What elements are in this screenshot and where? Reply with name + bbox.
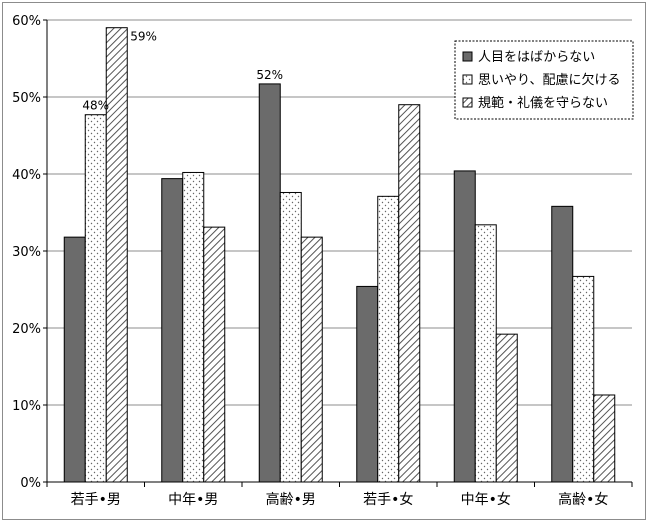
- bar-2-1: [203, 226, 226, 483]
- y-tick-label: 30%: [12, 245, 41, 260]
- bar-0-5: [551, 205, 574, 483]
- x-axis-ticks: 若手•男 中年•男 高齢•男 若手•女 中年•女 高齢•女: [46, 482, 633, 508]
- data-labels: 48% 59% 52%: [82, 30, 283, 113]
- bar-2-4: [495, 333, 518, 483]
- y-tick-label: 60%: [12, 14, 41, 29]
- legend-box: [454, 40, 634, 120]
- legend-label-2: 規範・礼儀を守らない: [478, 95, 608, 111]
- bar-1-4: [474, 224, 497, 483]
- legend-label-0: 人目をはばからない: [478, 50, 595, 65]
- legend-swatch-2: [462, 97, 473, 108]
- y-tick-label: 40%: [12, 168, 41, 183]
- bar-0-4: [453, 170, 476, 483]
- bar-1-3: [377, 195, 400, 483]
- bars: [63, 27, 616, 483]
- legend-swatch-1: [462, 74, 473, 85]
- legend-label-1: 思いやり、配慮に欠ける: [478, 72, 620, 88]
- y-tick-label: 50%: [12, 91, 41, 106]
- gridlines: [47, 19, 632, 406]
- bar-1-5: [572, 275, 595, 483]
- y-tick-label: 20%: [12, 322, 41, 337]
- bar-0-1: [161, 178, 184, 483]
- bar-2-3: [398, 104, 421, 483]
- bar-2-2: [300, 236, 323, 483]
- bar-2-0: [105, 27, 128, 483]
- data-label: 48%: [82, 99, 109, 113]
- data-label: 52%: [256, 68, 283, 82]
- bar-1-1: [182, 171, 205, 483]
- y-tick-label: 0%: [20, 476, 41, 491]
- x-tick-label: 中年•女: [461, 491, 511, 508]
- bar-0-3: [356, 285, 379, 483]
- x-tick-label: 若手•女: [363, 491, 413, 508]
- y-axis-ticks: 0% 10% 20% 30% 40% 50% 60%: [12, 14, 47, 491]
- bar-0-2: [258, 83, 281, 483]
- x-tick-label: 中年•男: [168, 492, 218, 508]
- x-tick-label: 若手•男: [71, 492, 121, 508]
- y-tick-label: 10%: [12, 399, 41, 414]
- bar-1-2: [279, 191, 302, 483]
- x-tick-label: 高齢•女: [558, 491, 608, 508]
- bar-1-0: [84, 114, 107, 483]
- legend-swatch-0: [462, 51, 473, 62]
- legend: 人目をはばからない 思いやり、配慮に欠ける 規範・礼儀を守らない: [454, 40, 634, 120]
- x-tick-label: 高齢•男: [266, 491, 316, 508]
- bar-0-0: [63, 236, 86, 483]
- bar-2-5: [593, 394, 616, 483]
- data-label: 59%: [130, 30, 157, 44]
